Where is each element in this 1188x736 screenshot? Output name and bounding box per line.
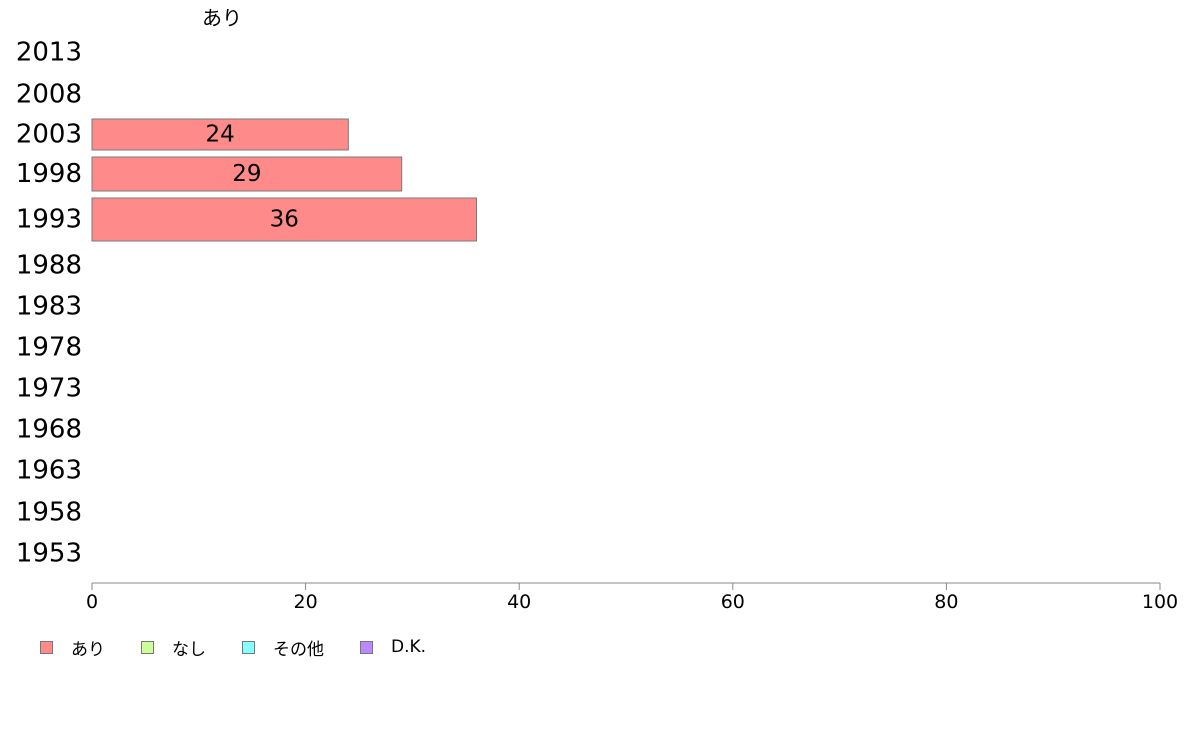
year-label-1958: 1958 — [16, 498, 82, 528]
year-label-1978: 1978 — [16, 333, 82, 363]
year-label-1973: 1973 — [16, 374, 82, 404]
x-tick-label-20: 20 — [294, 591, 318, 613]
year-label-1953: 1953 — [16, 539, 82, 569]
bar-2003-series-0 — [91, 118, 349, 151]
x-tick-label-40: 40 — [507, 591, 531, 613]
bar-1998-series-0 — [91, 156, 403, 192]
legend-item-0: あり — [40, 635, 105, 660]
series-header-label: あり — [202, 6, 242, 30]
x-tick-label-100: 100 — [1142, 591, 1178, 613]
year-label-2008: 2008 — [16, 80, 82, 110]
year-label-2003: 2003 — [16, 120, 82, 150]
bar-value-label-2003-series-0: 24 — [206, 122, 235, 148]
legend-swatch-0 — [40, 640, 53, 654]
legend-swatch-2 — [242, 640, 255, 654]
chart-legend: あり なし その他 D.K. — [40, 635, 462, 660]
x-tick-label-0: 0 — [86, 591, 98, 613]
year-label-1993: 1993 — [16, 205, 82, 235]
legend-label-1: なし — [172, 639, 206, 660]
legend-item-3: D.K. — [360, 637, 426, 657]
legend-swatch-3 — [360, 640, 373, 654]
legend-label-2: その他 — [273, 639, 324, 660]
legend-label-3: D.K. — [391, 637, 427, 657]
year-label-1968: 1968 — [16, 415, 82, 445]
x-tick-label-80: 80 — [934, 591, 958, 613]
year-label-1983: 1983 — [16, 292, 82, 322]
year-label-1963: 1963 — [16, 456, 82, 486]
bar-1993-series-0 — [91, 197, 477, 242]
year-label-1998: 1998 — [16, 159, 82, 189]
bar-value-label-1993-series-0: 36 — [270, 207, 299, 233]
x-tick-label-60: 60 — [721, 591, 745, 613]
legend-item-1: なし — [141, 635, 206, 660]
legend-label-0: あり — [71, 639, 105, 660]
year-label-2013: 2013 — [16, 38, 82, 68]
legend-swatch-1 — [141, 640, 154, 654]
legend-item-2: その他 — [242, 635, 324, 660]
year-label-1988: 1988 — [16, 251, 82, 281]
bar-value-label-1998-series-0: 29 — [232, 161, 261, 187]
